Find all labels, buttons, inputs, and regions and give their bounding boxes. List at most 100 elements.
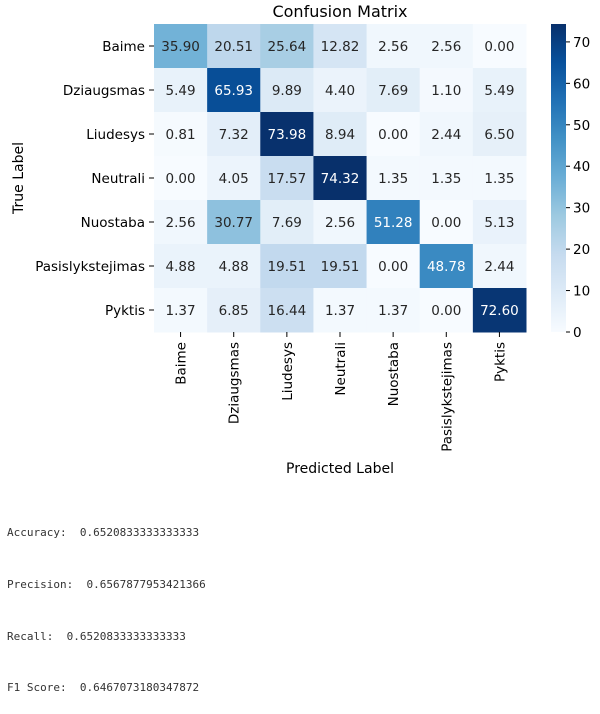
cell-value-label: 19.51 bbox=[268, 259, 307, 275]
column-tick-label: Neutrali bbox=[333, 342, 349, 396]
cell-value-label: 48.78 bbox=[427, 259, 466, 275]
heatmap-cell bbox=[207, 288, 261, 333]
cell-value-label: 1.37 bbox=[325, 303, 355, 319]
heatmap-cell bbox=[260, 112, 314, 157]
colorbar-tick-label: 20 bbox=[573, 242, 590, 258]
cell-value-label: 4.05 bbox=[219, 171, 249, 187]
heatmap-cell bbox=[260, 200, 314, 245]
heatmap-cell bbox=[472, 112, 527, 157]
heatmap-cell bbox=[313, 156, 368, 201]
heatmap-cell bbox=[154, 68, 208, 113]
cell-value-label: 4.88 bbox=[219, 259, 249, 275]
heatmap-cell bbox=[207, 112, 261, 157]
colorbar-gradient bbox=[551, 24, 566, 332]
colorbar-tick-label: 60 bbox=[573, 76, 590, 92]
cell-value-label: 2.56 bbox=[166, 215, 196, 231]
colorbar-tick-label: 10 bbox=[573, 284, 590, 300]
cell-value-label: 17.57 bbox=[268, 171, 307, 187]
metric-label: Accuracy: bbox=[7, 526, 67, 540]
heatmap-cell bbox=[366, 68, 421, 113]
heatmap-cell bbox=[472, 24, 527, 69]
heatmap-cell bbox=[260, 156, 314, 201]
heatmap-cell bbox=[366, 244, 421, 289]
cell-value-label: 35.90 bbox=[161, 39, 200, 55]
cell-value-label: 1.35 bbox=[378, 171, 408, 187]
heatmap-cell bbox=[260, 288, 314, 333]
cell-value-label: 6.50 bbox=[484, 127, 514, 143]
column-tick-label: Nuostaba bbox=[386, 342, 402, 406]
metric-value: 0.6467073180347872 bbox=[79, 681, 200, 695]
heatmap-cell bbox=[419, 288, 474, 333]
heatmap-cell bbox=[260, 24, 314, 69]
heatmap-cell bbox=[366, 200, 421, 245]
colorbar-tick-label: 30 bbox=[573, 201, 590, 217]
cell-value-label: 1.10 bbox=[431, 83, 461, 99]
cell-value-label: 20.51 bbox=[214, 39, 253, 55]
column-tick-label: Pyktis bbox=[492, 342, 508, 382]
heatmap-cell bbox=[207, 156, 261, 201]
cell-value-label: 4.40 bbox=[325, 83, 355, 99]
row-tick-labels: Baime Dziaugsmas Liudesys Neutrali Nuostaba P… bbox=[35, 39, 154, 319]
cell-value-label: 0.00 bbox=[484, 39, 514, 55]
cell-value-label: 0.00 bbox=[431, 215, 461, 231]
metric-label: Recall: bbox=[7, 629, 54, 643]
cell-value-label: 6.85 bbox=[219, 303, 249, 319]
cell-value-label: 2.56 bbox=[431, 39, 461, 55]
heatmap-cell bbox=[313, 288, 368, 333]
colorbar-tick-label: 40 bbox=[573, 159, 590, 175]
heatmap-cell bbox=[419, 200, 474, 245]
colorbar: 0 10 20 30 40 50 60 70 bbox=[551, 24, 590, 341]
cell-value-label: 2.56 bbox=[378, 39, 408, 55]
cell-value-label: 2.44 bbox=[484, 259, 514, 275]
cell-value-label: 9.89 bbox=[272, 83, 302, 99]
cell-value-label: 1.37 bbox=[166, 303, 196, 319]
cell-value-label: 4.88 bbox=[166, 259, 196, 275]
heatmap-cell bbox=[154, 156, 208, 201]
cell-value-label: 1.35 bbox=[484, 171, 514, 187]
row-tick-label: Pasislykstejimas bbox=[35, 259, 145, 275]
colorbar-tick-label: 0 bbox=[573, 325, 582, 341]
cell-value-label: 12.82 bbox=[321, 39, 360, 55]
heatmap-cell bbox=[154, 288, 208, 333]
cell-value-label: 51.28 bbox=[374, 215, 413, 231]
cell-value-label: 5.13 bbox=[484, 215, 514, 231]
x-axis-label: Predicted Label bbox=[286, 461, 394, 477]
colorbar-tick-label: 70 bbox=[573, 35, 590, 51]
cell-value-label: 73.98 bbox=[268, 127, 307, 143]
cell-value-label: 25.64 bbox=[268, 39, 307, 55]
heatmap-cell bbox=[313, 112, 368, 157]
heatmap-cell bbox=[419, 244, 474, 289]
metric-recall: Recall: 0.6520833333333333 bbox=[7, 628, 206, 645]
heatmap-cell bbox=[154, 24, 208, 69]
heatmap-cell bbox=[154, 200, 208, 245]
row-tick-label: Liudesys bbox=[86, 127, 145, 143]
cell-value-label: 7.32 bbox=[219, 127, 249, 143]
heatmap-cell bbox=[419, 112, 474, 157]
cell-value-label: 2.44 bbox=[431, 127, 461, 143]
cell-value-label: 72.60 bbox=[480, 303, 519, 319]
column-tick-label: Baime bbox=[174, 342, 190, 385]
heatmap-cell bbox=[472, 244, 527, 289]
colorbar-tick-label: 50 bbox=[573, 118, 590, 134]
metric-accuracy: Accuracy: 0.6520833333333333 bbox=[7, 524, 206, 541]
heatmap-cell bbox=[366, 112, 421, 157]
row-tick-label: Baime bbox=[102, 39, 145, 55]
heatmap-cell bbox=[366, 156, 421, 201]
metrics-output: Accuracy: 0.6520833333333333 Precision: … bbox=[7, 490, 206, 714]
heatmap-cell bbox=[313, 200, 368, 245]
metric-value: 0.6520833333333333 bbox=[79, 526, 200, 540]
heatmap-cell bbox=[472, 156, 527, 201]
metric-value: 0.6567877953421366 bbox=[86, 578, 206, 592]
heatmap-cell bbox=[154, 112, 208, 157]
cell-value-label: 7.69 bbox=[378, 83, 408, 99]
heatmap-cell bbox=[472, 68, 527, 113]
heatmap-cell bbox=[313, 68, 368, 113]
column-tick-labels: Baime Dziaugsmas Liudesys Neutrali Nuostaba P… bbox=[174, 332, 508, 452]
column-tick-label: Liudesys bbox=[280, 342, 296, 401]
cell-value-label: 2.56 bbox=[325, 215, 355, 231]
heatmap-cell bbox=[366, 24, 421, 69]
row-tick-label: Dziaugsmas bbox=[63, 83, 145, 99]
heatmap-cell bbox=[419, 24, 474, 69]
metric-label: Precision: bbox=[7, 578, 74, 592]
cell-value-label: 74.32 bbox=[321, 171, 360, 187]
